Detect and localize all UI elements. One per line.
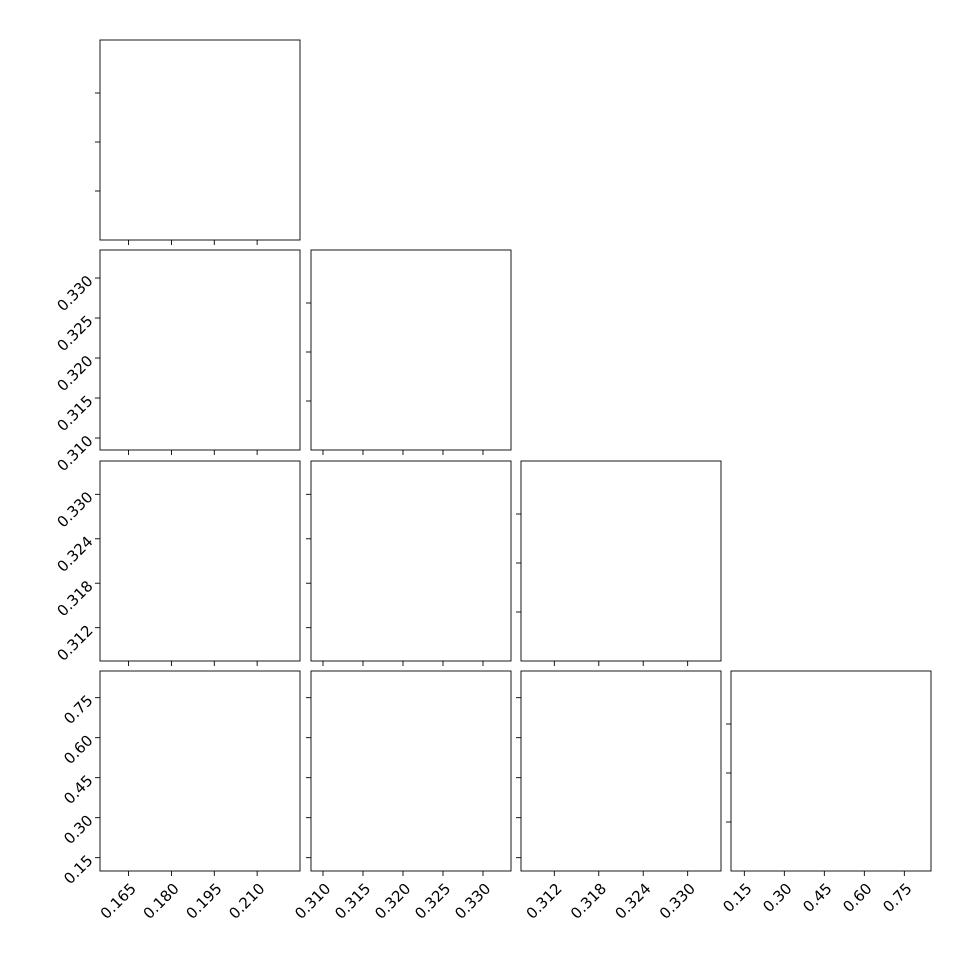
panel-frame	[99, 249, 301, 451]
scatter-point	[177, 872, 179, 874]
scatter-point	[357, 874, 359, 876]
scatter-point	[116, 666, 118, 668]
panel-frame	[99, 460, 301, 662]
panel-1-0	[95, 249, 301, 455]
panel-2-0	[95, 460, 301, 668]
panel-frame	[99, 670, 301, 872]
panel-3-0	[95, 670, 301, 880]
panel-3-2	[516, 670, 722, 876]
scatter-point	[159, 878, 161, 880]
scatter-point	[305, 863, 307, 865]
panel-2-1	[306, 460, 512, 666]
panel-frame	[310, 670, 512, 872]
panel-frame	[310, 460, 512, 662]
panel-3-1	[305, 670, 512, 876]
